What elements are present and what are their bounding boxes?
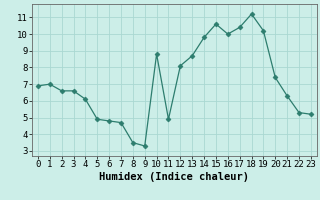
- X-axis label: Humidex (Indice chaleur): Humidex (Indice chaleur): [100, 172, 249, 182]
